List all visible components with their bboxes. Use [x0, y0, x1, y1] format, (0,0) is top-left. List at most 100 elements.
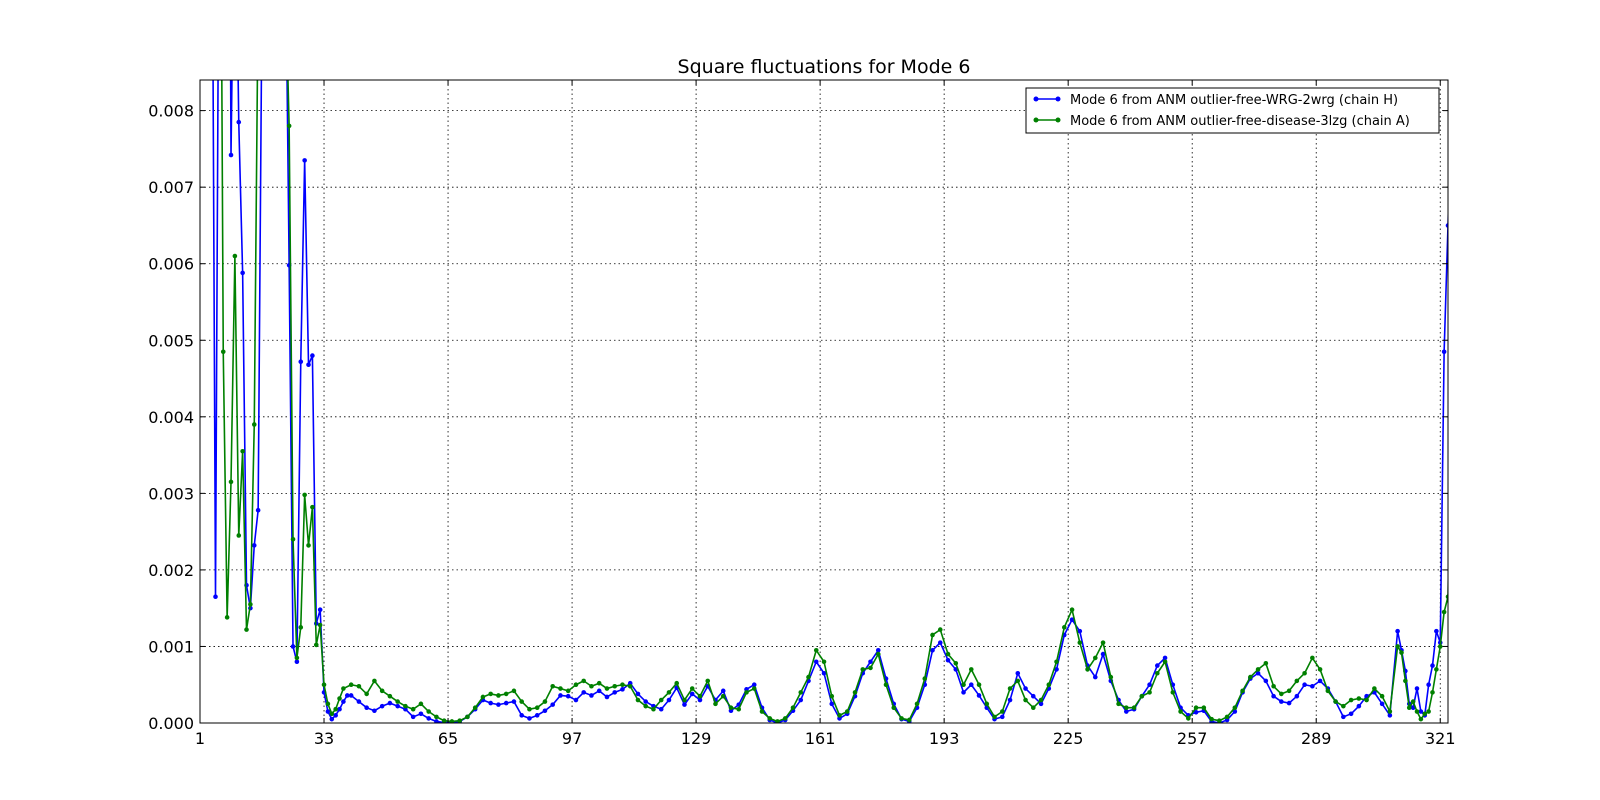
data-point [519, 699, 524, 704]
data-point [953, 660, 959, 666]
series-1 [220, 80, 1448, 723]
data-point [496, 702, 501, 707]
data-point [651, 706, 656, 712]
data-point [1131, 705, 1137, 710]
data-point [945, 657, 951, 663]
data-point [248, 602, 253, 607]
x-tick-label: 65 [438, 729, 458, 748]
data-point [922, 676, 928, 681]
legend-marker-series-0-b [1055, 96, 1061, 102]
data-point [1426, 709, 1431, 714]
data-point [581, 678, 586, 684]
data-point [1069, 607, 1075, 613]
data-point [341, 699, 346, 704]
data-point [720, 688, 726, 694]
data-point [372, 708, 377, 714]
data-point [542, 699, 548, 704]
data-point [534, 713, 540, 718]
data-point [728, 705, 734, 710]
data-point [1209, 716, 1214, 722]
data-point [441, 718, 447, 723]
data-point [1406, 705, 1412, 710]
data-point [705, 678, 711, 684]
data-point [1162, 655, 1168, 661]
data-point [1341, 714, 1346, 720]
data-point [914, 701, 920, 707]
data-point [1426, 682, 1431, 688]
data-point [1069, 617, 1075, 622]
data-point [220, 349, 226, 355]
data-point [325, 709, 331, 714]
data-point [348, 682, 354, 688]
data-point [992, 714, 997, 720]
data-point [348, 693, 354, 698]
data-point [937, 640, 943, 645]
data-point [1310, 683, 1315, 689]
data-point [930, 647, 935, 653]
data-point [251, 422, 257, 427]
y-tick-label: 0.003 [148, 484, 194, 503]
data-point [1403, 678, 1408, 684]
data-point [1271, 683, 1276, 689]
data-point [1139, 693, 1145, 699]
data-point [1317, 678, 1323, 684]
plot-frame [199, 79, 1449, 724]
data-point [883, 682, 889, 688]
data-point [418, 701, 424, 707]
data-point [1437, 644, 1443, 649]
data-point [937, 627, 943, 632]
data-point [751, 686, 757, 691]
data-point [1279, 699, 1284, 704]
x-tick-label: 161 [805, 729, 836, 748]
series-0 [212, 80, 1466, 723]
data-point [1325, 688, 1331, 694]
legend-box [1025, 87, 1440, 134]
data-point [930, 632, 935, 638]
data-point [1093, 674, 1098, 680]
data-point [356, 683, 362, 689]
data-point [689, 691, 695, 697]
data-point [321, 682, 327, 688]
data-point [1155, 670, 1160, 676]
data-point [240, 270, 245, 276]
data-point [1162, 659, 1168, 665]
data-point [759, 709, 765, 714]
data-point [596, 680, 602, 686]
data-point [1364, 697, 1369, 703]
y-tick-label: 0.001 [148, 637, 194, 656]
x-tick-label: 289 [1301, 729, 1332, 748]
data-point [1077, 640, 1083, 645]
x-tick-label: 257 [1177, 729, 1208, 748]
data-point [697, 693, 703, 699]
y-tick-label: 0.002 [148, 561, 194, 580]
data-point [317, 607, 323, 613]
data-point [313, 642, 319, 648]
data-point [1422, 711, 1428, 717]
data-point [298, 625, 304, 630]
x-tick-label: 97 [562, 729, 582, 748]
data-point [891, 705, 897, 710]
data-point [251, 543, 257, 548]
data-point [294, 655, 300, 661]
data-point [1387, 709, 1393, 714]
data-point [573, 697, 579, 703]
data-point [1395, 644, 1400, 649]
data-point [697, 697, 703, 703]
data-point [1461, 713, 1466, 718]
data-point [480, 694, 486, 700]
data-point [364, 691, 369, 697]
data-point [736, 706, 742, 712]
data-point [604, 694, 610, 700]
y-tick-label: 0.004 [148, 408, 194, 427]
data-point [565, 688, 571, 694]
data-point [666, 690, 672, 695]
data-point [472, 705, 478, 710]
data-point [550, 702, 555, 707]
data-point [1193, 705, 1199, 710]
data-point [457, 718, 462, 723]
data-point [1116, 701, 1121, 707]
data-point [1441, 609, 1447, 615]
data-point [643, 699, 649, 704]
data-point [837, 713, 842, 718]
legend-marker-series-1-b [1055, 117, 1061, 123]
